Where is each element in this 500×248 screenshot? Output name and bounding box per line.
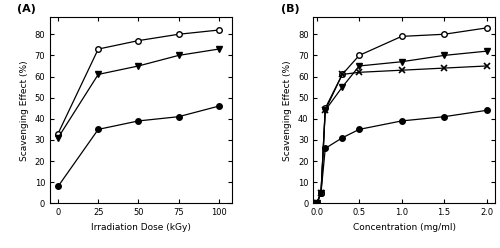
Text: (B): (B) (280, 4, 299, 14)
X-axis label: Irradiation Dose (kGy): Irradiation Dose (kGy) (91, 223, 191, 232)
Y-axis label: Scavenging Effect (%): Scavenging Effect (%) (20, 60, 29, 161)
X-axis label: Concentration (mg/ml): Concentration (mg/ml) (352, 223, 456, 232)
Y-axis label: Scavenging Effect (%): Scavenging Effect (%) (284, 60, 292, 161)
Text: (A): (A) (18, 4, 36, 14)
